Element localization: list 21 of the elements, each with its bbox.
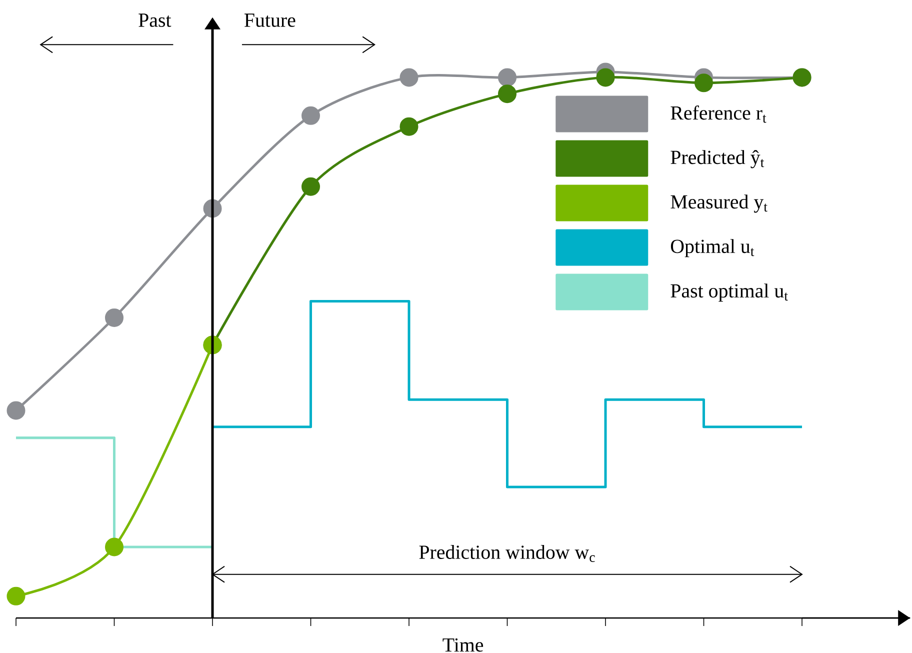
point [400, 68, 418, 87]
point [6, 586, 26, 606]
point [596, 68, 615, 87]
point [302, 177, 320, 196]
point [400, 117, 418, 136]
text: Past [138, 14, 172, 27]
legend-label: Predicted ŷ$_{t}$ [670, 150, 764, 168]
point [105, 308, 124, 327]
point [302, 106, 320, 125]
point [498, 68, 517, 87]
point [6, 401, 26, 420]
annotation: Prediction window w$_{c}$ [419, 544, 595, 562]
point [105, 538, 124, 556]
point [694, 74, 714, 92]
text: Future [244, 14, 296, 27]
point [498, 84, 517, 104]
legend-label: Reference r$_{t}$ [670, 105, 766, 123]
legend-label: Past optimal u$_{t}$ [670, 284, 788, 302]
legend-label: Measured y$_{t}$ [670, 194, 768, 213]
x-axis-title: Time [442, 638, 484, 652]
legend-label: Optimal u$_{t}$ [670, 239, 754, 258]
